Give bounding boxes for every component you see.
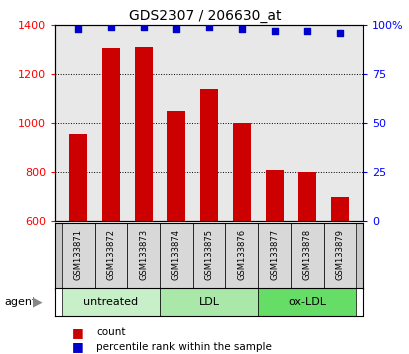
Point xyxy=(271,28,277,34)
Text: count: count xyxy=(96,327,126,337)
Bar xyxy=(167,111,185,221)
Point xyxy=(238,26,245,32)
Bar xyxy=(127,223,160,289)
Bar xyxy=(192,223,225,289)
Text: GSM133879: GSM133879 xyxy=(335,229,344,280)
Bar xyxy=(62,288,160,316)
Point xyxy=(75,26,81,32)
Bar xyxy=(69,134,87,221)
Text: GSM133875: GSM133875 xyxy=(204,229,213,280)
Text: GSM133877: GSM133877 xyxy=(270,229,279,280)
Text: GSM133871: GSM133871 xyxy=(74,229,83,280)
Text: ox-LDL: ox-LDL xyxy=(288,297,326,307)
Text: percentile rank within the sample: percentile rank within the sample xyxy=(96,342,272,352)
Bar xyxy=(225,223,258,289)
Bar xyxy=(102,48,120,221)
Bar xyxy=(290,223,323,289)
Bar xyxy=(160,288,258,316)
Point xyxy=(108,24,114,30)
Bar xyxy=(265,170,283,221)
Bar xyxy=(330,197,348,221)
Text: GSM133878: GSM133878 xyxy=(302,229,311,280)
Text: agent: agent xyxy=(4,297,36,307)
Text: GDS2307 / 206630_at: GDS2307 / 206630_at xyxy=(128,9,281,23)
Bar xyxy=(232,123,250,221)
Point xyxy=(140,24,146,30)
Text: GSM133873: GSM133873 xyxy=(139,229,148,280)
Bar xyxy=(134,47,152,221)
Bar xyxy=(160,223,192,289)
Bar xyxy=(323,223,355,289)
Text: GSM133872: GSM133872 xyxy=(106,229,115,280)
Point xyxy=(173,26,179,32)
Point xyxy=(303,28,310,34)
Text: LDL: LDL xyxy=(198,297,219,307)
Bar xyxy=(258,288,355,316)
Text: GSM133876: GSM133876 xyxy=(237,229,246,280)
Bar xyxy=(200,88,218,221)
Bar xyxy=(94,223,127,289)
Text: untreated: untreated xyxy=(83,297,138,307)
Text: GSM133874: GSM133874 xyxy=(171,229,180,280)
Point xyxy=(336,30,342,35)
Text: ■: ■ xyxy=(72,326,83,338)
Text: ▶: ▶ xyxy=(33,296,43,308)
Bar xyxy=(258,223,290,289)
Bar xyxy=(62,223,94,289)
Bar xyxy=(297,172,315,221)
Point xyxy=(205,24,212,30)
Text: ■: ■ xyxy=(72,341,83,353)
